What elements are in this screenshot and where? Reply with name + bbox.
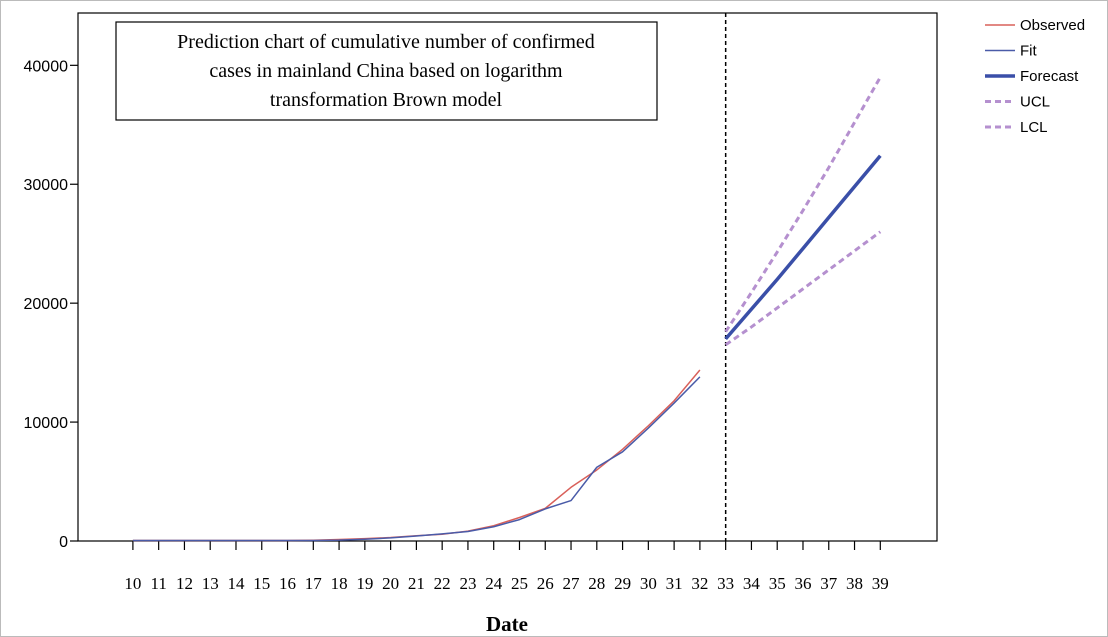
x-tick-label: 32 <box>691 574 708 593</box>
x-tick-label: 14 <box>227 574 245 593</box>
x-tick-label: 19 <box>356 574 373 593</box>
y-tick-label: 0 <box>59 534 68 551</box>
x-tick-label: 25 <box>511 574 528 593</box>
x-tick-label: 11 <box>150 574 166 593</box>
chart-title: Prediction chart of cumulative number of… <box>177 31 595 53</box>
legend-label: Forecast <box>1020 68 1079 85</box>
series-line <box>724 76 882 333</box>
series-line <box>724 154 882 340</box>
x-tick-label: 38 <box>846 574 863 593</box>
x-tick-label: 33 <box>717 574 734 593</box>
y-tick-label: 10000 <box>24 415 69 432</box>
x-tick-label: 13 <box>202 574 219 593</box>
x-tick-label: 16 <box>279 574 296 593</box>
x-tick-label: 12 <box>176 574 193 593</box>
y-tick-label: 30000 <box>24 177 69 194</box>
x-tick-label: 34 <box>743 574 761 593</box>
x-tick-label: 27 <box>563 574 581 593</box>
chart-title: cases in mainland China based on logarit… <box>209 60 563 82</box>
series-line <box>724 230 882 347</box>
x-tick-label: 20 <box>382 574 399 593</box>
x-tick-label: 39 <box>872 574 889 593</box>
x-tick-label: 10 <box>124 574 141 593</box>
title-box <box>115 21 658 121</box>
x-tick-label: 15 <box>253 574 270 593</box>
y-tick-label: 20000 <box>24 296 69 313</box>
x-tick-label: 37 <box>820 574 838 593</box>
series-line <box>132 376 701 542</box>
x-tick-label: 30 <box>640 574 657 593</box>
x-tick-label: 31 <box>666 574 683 593</box>
x-tick-label: 18 <box>331 574 348 593</box>
legend-label: UCL <box>1020 94 1050 111</box>
y-tick-label: 40000 <box>24 58 69 75</box>
x-axis-label: Date <box>486 612 528 636</box>
x-tick-label: 22 <box>434 574 451 593</box>
x-tick-label: 21 <box>408 574 425 593</box>
x-tick-label: 36 <box>794 574 811 593</box>
legend-label: Observed <box>1020 17 1085 34</box>
x-tick-label: 23 <box>459 574 476 593</box>
x-tick-label: 26 <box>537 574 554 593</box>
x-tick-label: 17 <box>305 574 323 593</box>
x-tick-label: 28 <box>588 574 605 593</box>
x-tick-label: 24 <box>485 574 503 593</box>
x-tick-label: 35 <box>769 574 786 593</box>
legend-label: Fit <box>1020 43 1037 60</box>
plot-area <box>77 12 938 542</box>
chart-title: transformation Brown model <box>270 89 503 111</box>
x-tick-label: 29 <box>614 574 631 593</box>
legend-label: LCL <box>1020 119 1048 136</box>
